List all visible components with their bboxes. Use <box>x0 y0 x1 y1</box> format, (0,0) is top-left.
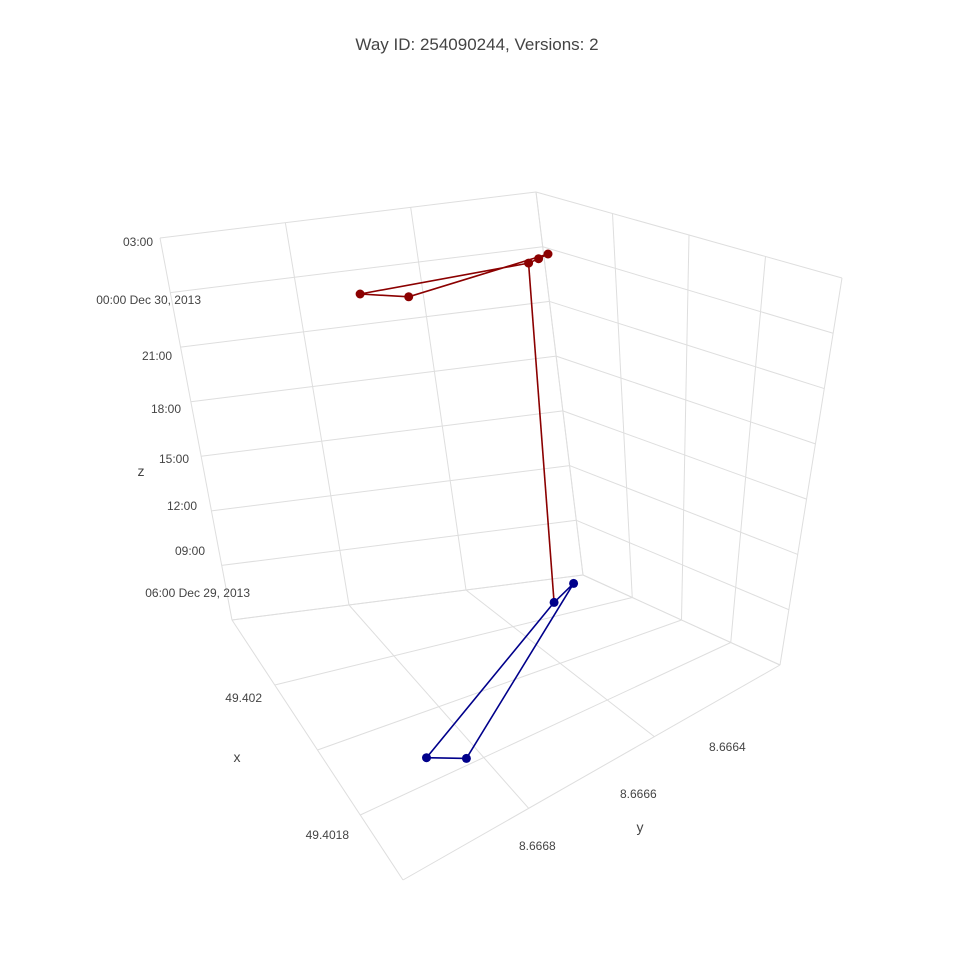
data-point[interactable] <box>355 289 365 299</box>
y-axis-title: y <box>637 819 644 835</box>
grid-line <box>159 191 537 239</box>
z-tick-label: 03:00 <box>123 235 153 249</box>
grid-line <box>402 664 781 881</box>
grid-line <box>284 222 350 606</box>
z-tick-label: 09:00 <box>175 544 205 558</box>
grid-line <box>170 246 543 294</box>
grid-line <box>582 574 781 666</box>
version-link-line <box>527 263 555 603</box>
data-point[interactable] <box>524 258 534 268</box>
data-point[interactable] <box>404 292 414 302</box>
chart-title: Way ID: 254090244, Versions: 2 <box>355 35 598 54</box>
grid-line <box>159 237 233 621</box>
y-tick-label: 8.6666 <box>620 787 657 801</box>
series-line <box>359 253 549 298</box>
data-point[interactable] <box>549 597 559 607</box>
z-tick-label: 21:00 <box>142 349 172 363</box>
grid-line <box>274 597 633 686</box>
series-line <box>424 582 575 760</box>
z-tick-label: 18:00 <box>151 402 181 416</box>
x-axis-title: x <box>234 749 241 765</box>
data-point[interactable] <box>543 249 553 259</box>
data-point[interactable] <box>569 578 579 588</box>
grid-line <box>190 355 557 403</box>
grid-line <box>681 234 690 621</box>
y-tick-label: 8.6668 <box>519 839 556 853</box>
grid-line <box>201 410 563 457</box>
grid-line <box>211 465 570 512</box>
z-tick-label: 12:00 <box>167 499 197 513</box>
grid-line <box>612 213 633 598</box>
y-tick-label: 8.6664 <box>709 740 746 754</box>
grid-line <box>465 589 655 738</box>
data-point[interactable] <box>422 753 431 763</box>
x-tick-label: 49.4018 <box>306 828 350 842</box>
grid-line <box>730 256 766 643</box>
grid-line <box>231 574 584 621</box>
grid-line <box>348 604 530 809</box>
grid-line <box>360 642 731 816</box>
z-axis-title: z <box>138 463 145 479</box>
grid-line <box>779 277 843 666</box>
z-tick-label: 06:00 Dec 29, 2013 <box>145 586 250 600</box>
z-tick-label: 15:00 <box>159 452 189 466</box>
grid-line <box>410 207 467 591</box>
grid-lines <box>159 191 843 881</box>
grid-line <box>221 519 577 566</box>
grid-line <box>180 300 550 348</box>
data-point[interactable] <box>461 753 471 763</box>
grid-line <box>535 191 584 576</box>
z-tick-label: 00:00 Dec 30, 2013 <box>96 293 201 307</box>
data-traces <box>355 249 579 763</box>
grid-line <box>317 619 682 751</box>
grid-line <box>231 619 404 881</box>
x-tick-label: 49.402 <box>225 691 262 705</box>
data-point[interactable] <box>534 254 544 264</box>
